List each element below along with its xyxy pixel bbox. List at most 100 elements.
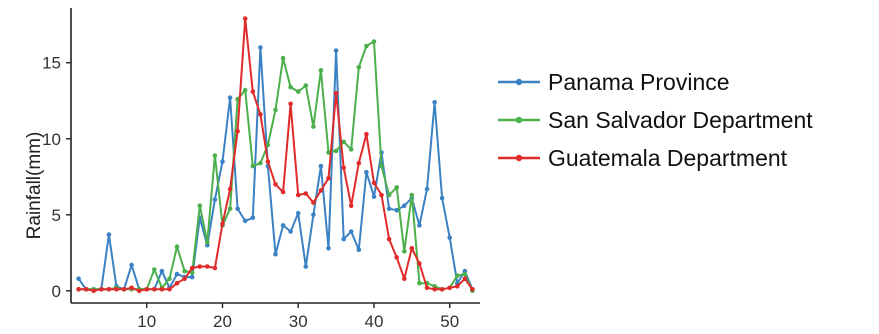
- data-point: [99, 287, 104, 292]
- data-point: [76, 287, 81, 292]
- data-point: [129, 285, 134, 291]
- legend-swatch-point: [515, 116, 523, 124]
- legend-label: San Salvador Department: [548, 107, 813, 133]
- data-point: [348, 229, 354, 234]
- data-point: [189, 270, 195, 275]
- data-point: [227, 95, 233, 100]
- data-point: [144, 287, 149, 292]
- data-point: [227, 206, 233, 211]
- y-axis-title: Rainfall(mm): [24, 132, 45, 240]
- data-point: [235, 128, 240, 134]
- data-point: [303, 264, 309, 269]
- series-layer: [76, 16, 475, 294]
- data-point: [356, 160, 362, 166]
- data-point: [205, 264, 210, 269]
- data-point: [174, 280, 180, 286]
- data-point: [167, 276, 172, 282]
- data-point: [106, 287, 112, 292]
- data-point: [462, 271, 468, 277]
- data-point: [394, 255, 400, 260]
- data-point: [326, 246, 331, 251]
- data-point: [250, 163, 256, 169]
- legend-label: Panama Province: [548, 69, 730, 95]
- data-point: [311, 124, 316, 129]
- data-point: [152, 267, 157, 272]
- legend-item: San Salvador Department: [498, 107, 813, 133]
- data-point: [447, 285, 453, 291]
- data-point: [311, 200, 316, 205]
- data-point: [258, 112, 263, 117]
- y-tick-label: 15: [42, 54, 61, 73]
- data-point: [364, 43, 369, 49]
- x-tick-label: 10: [137, 312, 156, 331]
- data-point: [197, 264, 203, 269]
- data-point: [455, 284, 460, 289]
- data-point: [318, 188, 324, 193]
- data-point: [424, 186, 430, 192]
- data-point: [424, 285, 430, 291]
- data-point: [273, 107, 278, 113]
- series-2: [76, 16, 475, 294]
- data-point: [159, 287, 165, 292]
- data-point: [311, 212, 316, 218]
- data-point: [386, 206, 392, 211]
- data-point: [197, 203, 203, 208]
- data-point: [417, 261, 422, 266]
- data-point: [333, 90, 339, 96]
- data-point: [326, 176, 331, 181]
- data-point: [288, 101, 293, 107]
- data-point: [288, 84, 293, 90]
- data-point: [280, 223, 286, 228]
- data-point: [333, 148, 339, 154]
- data-point: [356, 247, 362, 253]
- data-point: [326, 150, 331, 155]
- data-point: [91, 288, 96, 294]
- data-point: [470, 287, 475, 292]
- data-point: [280, 55, 286, 61]
- data-point: [114, 287, 119, 292]
- data-point: [182, 268, 187, 274]
- data-point: [402, 249, 407, 254]
- y-tick-label: 0: [52, 282, 61, 301]
- data-point: [455, 273, 460, 278]
- legend: Panama Province San Salvador Department Gu…: [498, 69, 813, 171]
- x-tick-label: 40: [365, 312, 384, 331]
- data-point: [258, 45, 263, 50]
- data-point: [273, 252, 278, 257]
- data-point: [394, 185, 400, 190]
- data-point: [348, 203, 354, 208]
- data-point: [258, 160, 263, 166]
- data-point: [227, 186, 233, 192]
- data-point: [189, 274, 195, 280]
- data-point: [303, 191, 309, 196]
- data-point: [106, 232, 112, 237]
- data-point: [432, 287, 437, 292]
- data-point: [417, 280, 422, 286]
- legend-item: Panama Province: [498, 69, 730, 95]
- data-point: [386, 236, 392, 242]
- data-point: [83, 287, 89, 292]
- data-point: [182, 276, 187, 282]
- y-tick-label: 5: [52, 206, 61, 225]
- x-tick-label: 30: [289, 312, 308, 331]
- data-point: [379, 192, 384, 198]
- data-point: [348, 147, 354, 152]
- data-point: [341, 165, 347, 170]
- data-point: [205, 239, 210, 245]
- data-point: [295, 211, 301, 216]
- data-point: [402, 203, 407, 208]
- data-point: [394, 207, 400, 213]
- data-point: [402, 276, 407, 282]
- data-point: [295, 192, 301, 198]
- x-tick-label: 20: [213, 312, 232, 331]
- data-point: [303, 83, 309, 88]
- data-point: [129, 262, 134, 268]
- data-point: [318, 163, 324, 169]
- data-point: [250, 215, 256, 221]
- data-point: [121, 287, 127, 292]
- data-point: [409, 246, 415, 251]
- data-point: [447, 235, 453, 240]
- data-point: [212, 265, 218, 271]
- data-point: [265, 142, 271, 148]
